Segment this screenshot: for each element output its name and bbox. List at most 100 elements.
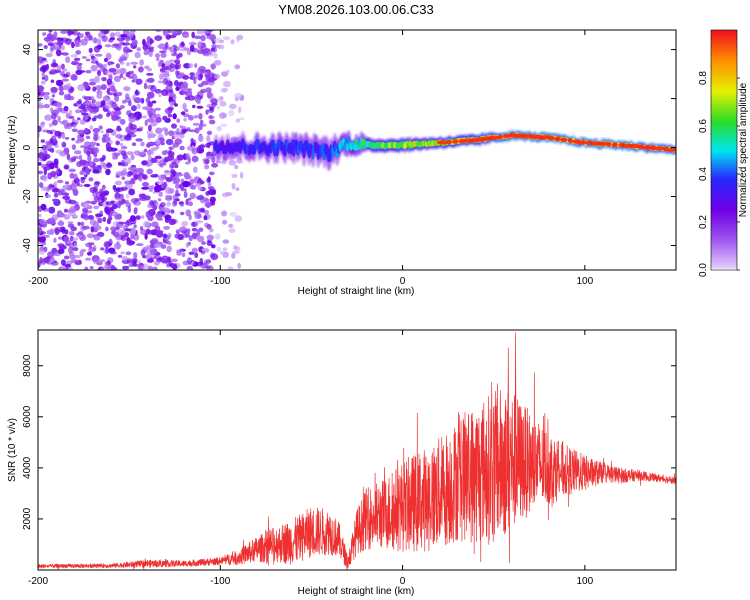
- noise-speckle-mark: [161, 150, 168, 156]
- colorbar-strip: [711, 198, 737, 201]
- colorbar-strip: [711, 92, 737, 95]
- noise-speckle-mark: [46, 141, 53, 149]
- noise-speckle-mark: [110, 147, 117, 152]
- noise-speckle-mark: [85, 69, 92, 74]
- colorbar-strip: [711, 230, 737, 233]
- ridge-peak-mark: [567, 138, 573, 143]
- noise-speckle-mark: [105, 52, 112, 61]
- noise-speckle-mark: [211, 102, 218, 106]
- noise-speckle-mark: [142, 181, 149, 187]
- colorbar-tick-label: 0.8: [698, 71, 709, 85]
- noise-speckle-mark: [139, 59, 145, 66]
- noise-speckle-mark: [48, 183, 53, 189]
- noise-speckle-mark: [96, 261, 103, 266]
- noise-speckle-mark: [72, 124, 77, 128]
- noise-speckle-mark: [183, 171, 190, 178]
- noise-speckle-mark: [210, 253, 219, 261]
- colorbar-strip: [711, 78, 737, 81]
- colorbar-strip: [711, 62, 737, 65]
- noise-speckle-mark: [191, 227, 198, 232]
- noise-speckle-mark: [147, 124, 152, 132]
- noise-speckle-mark: [206, 130, 213, 136]
- colorbar-strip: [711, 268, 737, 271]
- noise-speckle-mark: [182, 102, 187, 110]
- noise-speckle-mark: [228, 160, 237, 166]
- noise-speckle-mark: [63, 208, 69, 213]
- noise-speckle-mark: [48, 206, 56, 214]
- noise-speckle-mark: [185, 242, 190, 248]
- noise-speckle-mark: [119, 73, 124, 79]
- noise-speckle-mark: [90, 200, 97, 205]
- noise-speckle-mark: [158, 174, 166, 181]
- noise-speckle-mark: [146, 141, 155, 145]
- colorbar-strip: [711, 162, 737, 165]
- noise-speckle-mark: [196, 100, 201, 104]
- colorbar-strip: [711, 102, 737, 105]
- noise-speckle-mark: [204, 73, 211, 78]
- noise-speckle-mark: [80, 177, 85, 184]
- noise-speckle-mark: [197, 68, 205, 73]
- noise-speckle-mark: [207, 240, 211, 244]
- noise-speckle-mark: [58, 91, 65, 96]
- colorbar-strip: [711, 82, 737, 85]
- noise-speckle-mark: [115, 134, 123, 139]
- noise-speckle-mark: [179, 182, 185, 190]
- noise-speckle-mark: [221, 210, 228, 217]
- noise-speckle-mark: [38, 249, 46, 255]
- noise-speckle-mark: [84, 31, 89, 36]
- colorbar: 0.0 0.2 0.4 0.6 0.8 Normalized spectral ampl…: [698, 29, 749, 277]
- colorbar-strip: [711, 36, 737, 39]
- noise-speckle-mark: [167, 151, 175, 156]
- noise-speckle-mark: [93, 115, 99, 119]
- noise-speckle-mark: [136, 114, 143, 120]
- noise-speckle-mark: [179, 125, 184, 129]
- noise-speckle-mark: [209, 106, 216, 110]
- noise-speckle-mark: [74, 261, 82, 266]
- colorbar-strip: [711, 174, 737, 177]
- noise-speckle-mark: [93, 205, 100, 210]
- noise-speckle-mark: [50, 62, 58, 68]
- noise-speckle-mark: [228, 228, 236, 234]
- noise-speckle-mark: [94, 76, 100, 83]
- noise-speckle-mark: [103, 95, 108, 103]
- noise-speckle-mark: [134, 199, 138, 202]
- ridge-peak-mark: [520, 134, 531, 139]
- noise-speckle-mark: [148, 188, 153, 192]
- noise-speckle-mark: [206, 135, 211, 142]
- noise-speckle-mark: [160, 52, 167, 58]
- colorbar-strip: [711, 226, 737, 229]
- noise-speckle-mark: [131, 73, 138, 81]
- colorbar-strip: [711, 212, 737, 215]
- noise-speckle-mark: [174, 103, 178, 107]
- colorbar-strip: [711, 218, 737, 221]
- noise-speckle-mark: [127, 205, 132, 213]
- noise-speckle-mark: [186, 88, 193, 91]
- noise-speckle-mark: [211, 44, 218, 49]
- colorbar-tick-label: 0.6: [698, 119, 709, 133]
- noise-speckle-mark: [61, 213, 66, 217]
- noise-speckle-mark: [87, 251, 92, 256]
- noise-speckle-mark: [88, 177, 94, 182]
- noise-speckle-mark: [61, 133, 66, 139]
- noise-speckle-mark: [141, 263, 149, 270]
- noise-speckle-mark: [186, 127, 191, 132]
- noise-speckle-mark: [200, 88, 207, 94]
- noise-speckle-mark: [126, 239, 134, 246]
- noise-speckle-mark: [159, 202, 166, 208]
- noise-speckle-mark: [102, 163, 108, 170]
- noise-speckle-mark: [77, 84, 85, 92]
- noise-speckle-mark: [47, 148, 52, 152]
- noise-speckle-mark: [46, 229, 53, 235]
- noise-speckle-mark: [109, 32, 115, 38]
- noise-speckle-mark: [141, 186, 150, 190]
- noise-speckle-mark: [64, 165, 69, 170]
- noise-speckle-mark: [197, 177, 203, 183]
- colorbar-strip: [711, 114, 737, 117]
- noise-speckle-mark: [109, 251, 117, 255]
- noise-speckle-mark: [165, 138, 174, 146]
- colorbar-strip: [711, 224, 737, 227]
- noise-speckle-mark: [193, 262, 199, 266]
- colorbar-strip: [711, 124, 737, 127]
- noise-speckle-mark: [189, 183, 194, 190]
